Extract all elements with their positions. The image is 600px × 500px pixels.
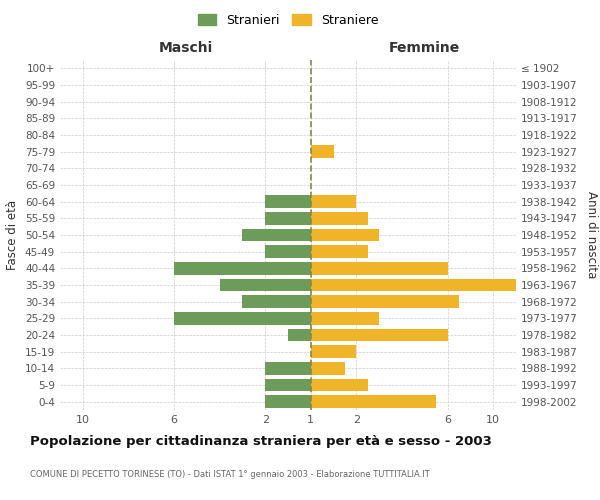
Bar	[311, 312, 379, 324]
Bar	[265, 362, 311, 374]
Bar	[220, 279, 311, 291]
Text: Maschi: Maschi	[158, 41, 212, 55]
Text: COMUNE DI PECETTO TORINESE (TO) - Dati ISTAT 1° gennaio 2003 - Elaborazione TUTT: COMUNE DI PECETTO TORINESE (TO) - Dati I…	[30, 470, 430, 479]
Text: Femmine: Femmine	[389, 41, 460, 55]
Bar	[265, 396, 311, 408]
Bar	[311, 246, 368, 258]
Bar	[311, 196, 356, 208]
Bar	[311, 379, 368, 391]
Bar	[311, 362, 345, 374]
Bar	[311, 296, 459, 308]
Bar	[311, 279, 527, 291]
Bar	[311, 262, 448, 274]
Bar	[242, 296, 311, 308]
Bar	[265, 246, 311, 258]
Bar	[265, 379, 311, 391]
Legend: Stranieri, Straniere: Stranieri, Straniere	[193, 8, 383, 32]
Bar	[174, 262, 311, 274]
Y-axis label: Fasce di età: Fasce di età	[7, 200, 19, 270]
Bar	[288, 329, 311, 341]
Bar	[311, 329, 448, 341]
Bar	[311, 212, 368, 224]
Y-axis label: Anni di nascita: Anni di nascita	[584, 192, 598, 278]
Bar	[265, 196, 311, 208]
Text: Popolazione per cittadinanza straniera per età e sesso - 2003: Popolazione per cittadinanza straniera p…	[30, 435, 492, 448]
Bar	[242, 229, 311, 241]
Bar	[311, 396, 436, 408]
Bar	[311, 146, 334, 158]
Bar	[311, 229, 379, 241]
Bar	[265, 212, 311, 224]
Bar	[311, 346, 356, 358]
Bar	[174, 312, 311, 324]
